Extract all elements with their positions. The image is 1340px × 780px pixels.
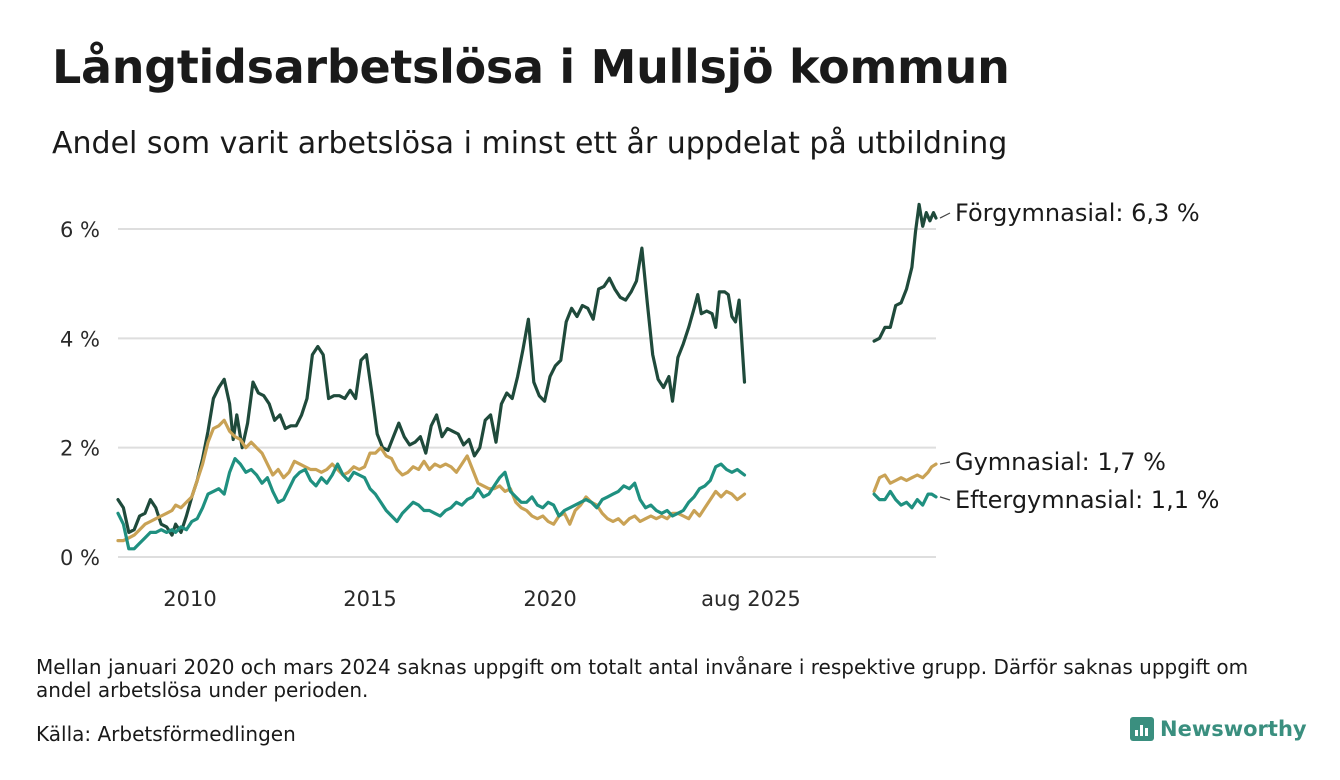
- x-axis-ticks: 2010 2015 2020 aug 2025: [163, 587, 800, 611]
- y-axis-ticks: 0 % 2 % 4 % 6 %: [60, 218, 100, 570]
- series-line-gymnasial-1: [872, 462, 938, 493]
- gridlines: [118, 228, 936, 558]
- series-line-eftergymnasial-1: [872, 489, 938, 510]
- bar-chart-icon: [1130, 717, 1154, 741]
- source-text: Källa: Arbetsförmedlingen: [36, 722, 296, 746]
- brand-logo: Newsworthy: [1130, 717, 1307, 741]
- x-tick-label: 2010: [163, 587, 216, 611]
- end-labels: Förgymnasial: 6,3 % Gymnasial: 1,7 % Efter…: [939, 199, 1219, 514]
- leader-line: [939, 461, 951, 465]
- x-tick-label: 2020: [523, 587, 576, 611]
- x-tick-label: 2015: [343, 587, 396, 611]
- series-line-förgymnasial-0: [116, 246, 747, 537]
- leader-line: [939, 212, 951, 219]
- series-line-förgymnasial-1: [872, 202, 938, 343]
- chart-title: Långtidsarbetslösa i Mullsjö kommun: [52, 40, 1010, 94]
- end-label-gymnasial: Gymnasial: 1,7 %: [955, 448, 1166, 476]
- y-tick-label: 0 %: [60, 546, 100, 570]
- footnote: Mellan januari 2020 och mars 2024 saknas…: [36, 655, 1249, 702]
- x-tick-label: aug 2025: [701, 587, 801, 611]
- series-line-eftergymnasial-0: [116, 457, 747, 551]
- leader-line: [939, 496, 951, 501]
- series-line-gymnasial-0: [116, 418, 747, 543]
- y-tick-label: 4 %: [60, 327, 100, 351]
- y-tick-label: 2 %: [60, 437, 100, 461]
- line-chart: 0 % 2 % 4 % 6 % 2010 2015 2020 aug 2025 Förgym…: [60, 199, 1219, 611]
- brand-name: Newsworthy: [1160, 717, 1307, 741]
- series-lines: [116, 202, 938, 551]
- end-label-förgymnasial: Förgymnasial: 6,3 %: [955, 199, 1200, 227]
- y-tick-label: 6 %: [60, 218, 100, 242]
- end-label-eftergymnasial: Eftergymnasial: 1,1 %: [955, 486, 1219, 514]
- chart-subtitle: Andel som varit arbetslösa i minst ett å…: [52, 126, 1008, 161]
